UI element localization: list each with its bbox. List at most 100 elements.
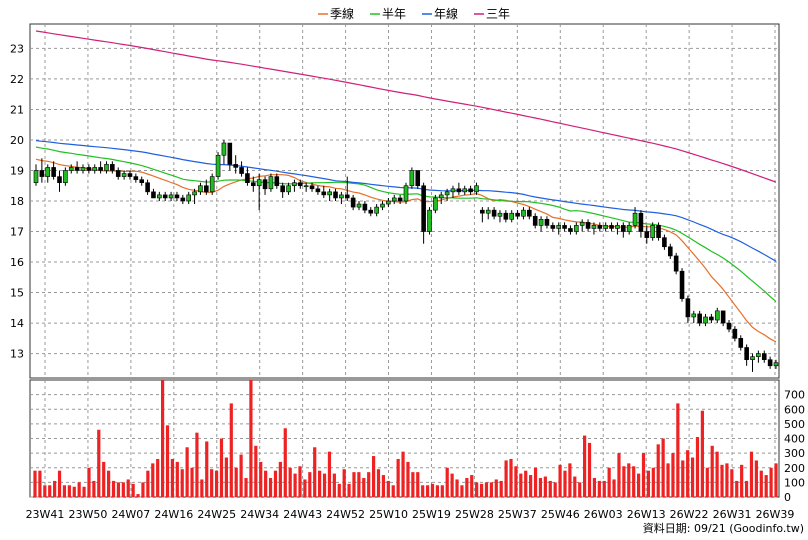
volume-bar	[322, 473, 327, 497]
volume-bar	[347, 483, 351, 497]
x-tick-label: 25W37	[498, 508, 537, 521]
candle-body	[333, 191, 338, 199]
candle	[333, 188, 338, 201]
volume-bar	[715, 451, 719, 497]
candle-body	[738, 338, 744, 348]
candle-body	[356, 203, 362, 208]
candle-body	[45, 167, 51, 177]
volume-bar	[460, 485, 464, 497]
volume-bar	[690, 457, 695, 497]
candle	[632, 207, 638, 229]
candle	[538, 216, 544, 232]
volume-bar	[313, 447, 317, 497]
candle	[380, 201, 385, 211]
volume-bar	[141, 482, 145, 497]
candle	[80, 164, 86, 174]
candle	[209, 173, 215, 195]
volume-bar	[641, 453, 646, 497]
price-tick-label: 21	[10, 103, 24, 116]
candle	[532, 213, 538, 229]
volume-bar	[661, 438, 665, 497]
candle	[368, 207, 374, 217]
candle-body	[450, 188, 456, 193]
volume-bar	[627, 463, 631, 497]
legend-item: 季線	[318, 6, 354, 21]
candle	[503, 210, 509, 223]
volume-bar	[48, 485, 52, 497]
volume-bar	[278, 461, 282, 497]
price-tick-label: 18	[10, 195, 24, 208]
candle-body	[251, 182, 256, 187]
candle-body	[245, 173, 250, 183]
volume-bar	[774, 463, 778, 497]
volume-bar	[440, 485, 444, 497]
candle	[691, 310, 697, 324]
price-tick-label: 19	[10, 164, 24, 177]
candle	[374, 204, 379, 217]
candle	[579, 219, 585, 232]
volume-tick-label: 500	[784, 418, 805, 431]
candle-body	[626, 225, 632, 232]
volume-bar	[735, 480, 739, 497]
legend-item: 三年	[474, 7, 510, 21]
candle-body	[98, 167, 103, 171]
candle-body	[110, 164, 115, 171]
candle-body	[186, 194, 191, 202]
candle	[491, 207, 497, 220]
candle	[268, 173, 274, 192]
volume-bar	[597, 480, 601, 497]
candle	[509, 210, 515, 223]
volume-bar	[744, 480, 749, 497]
volume-bar	[126, 479, 130, 497]
volume-bar	[686, 450, 690, 497]
candle-body	[497, 212, 503, 217]
candle	[251, 176, 256, 192]
volume-bar	[740, 464, 744, 497]
candle	[115, 167, 121, 180]
volume-bar	[553, 482, 557, 497]
volume-bar	[749, 451, 754, 497]
candle	[650, 222, 655, 241]
candle	[321, 185, 327, 198]
volume-bar	[396, 458, 400, 497]
volume-bar	[563, 470, 567, 497]
candle-body	[574, 225, 579, 232]
volume-bar	[479, 483, 484, 497]
volume-bar	[342, 469, 346, 497]
candle-body	[550, 225, 556, 229]
candle-body	[714, 310, 720, 321]
candle	[585, 219, 591, 232]
candle	[280, 182, 285, 198]
candle	[732, 326, 738, 342]
candle-body	[92, 167, 98, 171]
volume-bar	[622, 466, 626, 497]
candle	[444, 188, 450, 201]
candle-body	[227, 142, 233, 165]
candle-body	[292, 182, 297, 187]
volume-bar	[151, 463, 155, 497]
volume-bar	[214, 470, 219, 497]
volume-bar	[720, 464, 724, 497]
candle	[256, 173, 262, 211]
volume-bar	[484, 482, 489, 497]
volume-bar	[160, 380, 165, 497]
candle-body	[521, 209, 526, 217]
candle-body	[303, 185, 309, 188]
data-date-credit: 資料日期: 09/21 (Goodinfo.tw)	[643, 521, 804, 535]
candle-body	[444, 191, 450, 196]
volume-bar	[376, 469, 381, 497]
volume-bar	[264, 470, 268, 497]
candle	[168, 191, 174, 201]
candle-body	[703, 316, 708, 324]
legend-label: 年線	[434, 6, 458, 21]
volume-bar	[352, 472, 356, 497]
volume-bar	[102, 461, 106, 497]
candle-body	[133, 176, 139, 180]
candle	[550, 222, 556, 232]
candle	[86, 164, 92, 174]
volume-tick-label: 700	[784, 389, 805, 402]
volume-tick-label: 100	[784, 476, 805, 489]
candle-body	[421, 185, 426, 232]
candle-body	[174, 194, 180, 199]
